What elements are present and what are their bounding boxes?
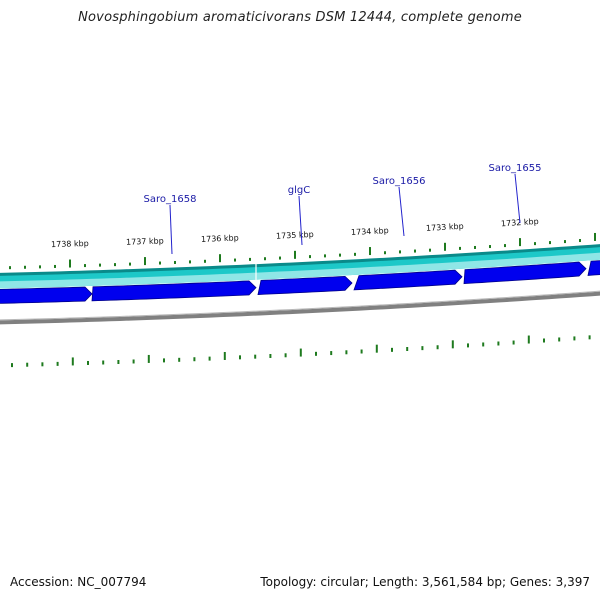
- scale-label: 1735 kbp: [276, 230, 314, 241]
- genome-backbone: [0, 291, 600, 325]
- outer-feature-band-light: [0, 252, 600, 289]
- cds-arrow: [0, 286, 93, 304]
- scale-label: 1734 kbp: [351, 226, 389, 237]
- gene-label-group: Saro_1658: [144, 194, 197, 255]
- gene-label-group: Saro_1656: [373, 176, 426, 237]
- gene-leader-line: [514, 173, 521, 224]
- gene-leader-line: [169, 204, 173, 255]
- gene-label: Saro_1658: [144, 194, 197, 205]
- cds-arrow: [587, 260, 600, 276]
- cds-arrow: [91, 280, 257, 302]
- gene-label: glgC: [288, 185, 310, 196]
- outer-feature-track: [0, 244, 600, 289]
- scale-label: 1736 kbp: [201, 233, 239, 244]
- genome-title: Novosphingobium aromaticivorans DSM 1244…: [78, 10, 522, 25]
- gene-label: Saro_1656: [373, 176, 426, 187]
- gene-label-group: Saro_1655: [489, 163, 542, 224]
- cds-arrow: [463, 261, 587, 285]
- scale-label: 1733 kbp: [426, 222, 464, 233]
- gene-label: Saro_1655: [489, 163, 542, 174]
- gene-labels: Saro_1658 glgC Saro_1656 Saro_1655: [144, 163, 542, 255]
- inner-tick-ring: [11, 335, 591, 368]
- genome-backbone-highlight: [0, 290, 600, 321]
- cds-arrow: [257, 275, 353, 295]
- scale-labels: 1738 kbp 1737 kbp 1736 kbp 1735 kbp 1734 kbp…: [51, 217, 539, 249]
- outer-tick-ring: [9, 232, 596, 270]
- scale-label: 1737 kbp: [126, 236, 164, 246]
- cds-arrow: [353, 269, 463, 291]
- genome-summary: Topology: circular; Length: 3,561,584 bp…: [260, 575, 590, 589]
- cds-track: [0, 260, 600, 304]
- gene-label-group: glgC: [288, 185, 310, 246]
- outer-feature-edge: [0, 244, 600, 276]
- gene-leader-line: [398, 186, 405, 237]
- accession-label: Accession: NC_007794: [10, 575, 147, 589]
- scale-label: 1738 kbp: [51, 239, 89, 249]
- backbone-layer: [0, 290, 600, 325]
- gene-leader-line: [298, 195, 303, 246]
